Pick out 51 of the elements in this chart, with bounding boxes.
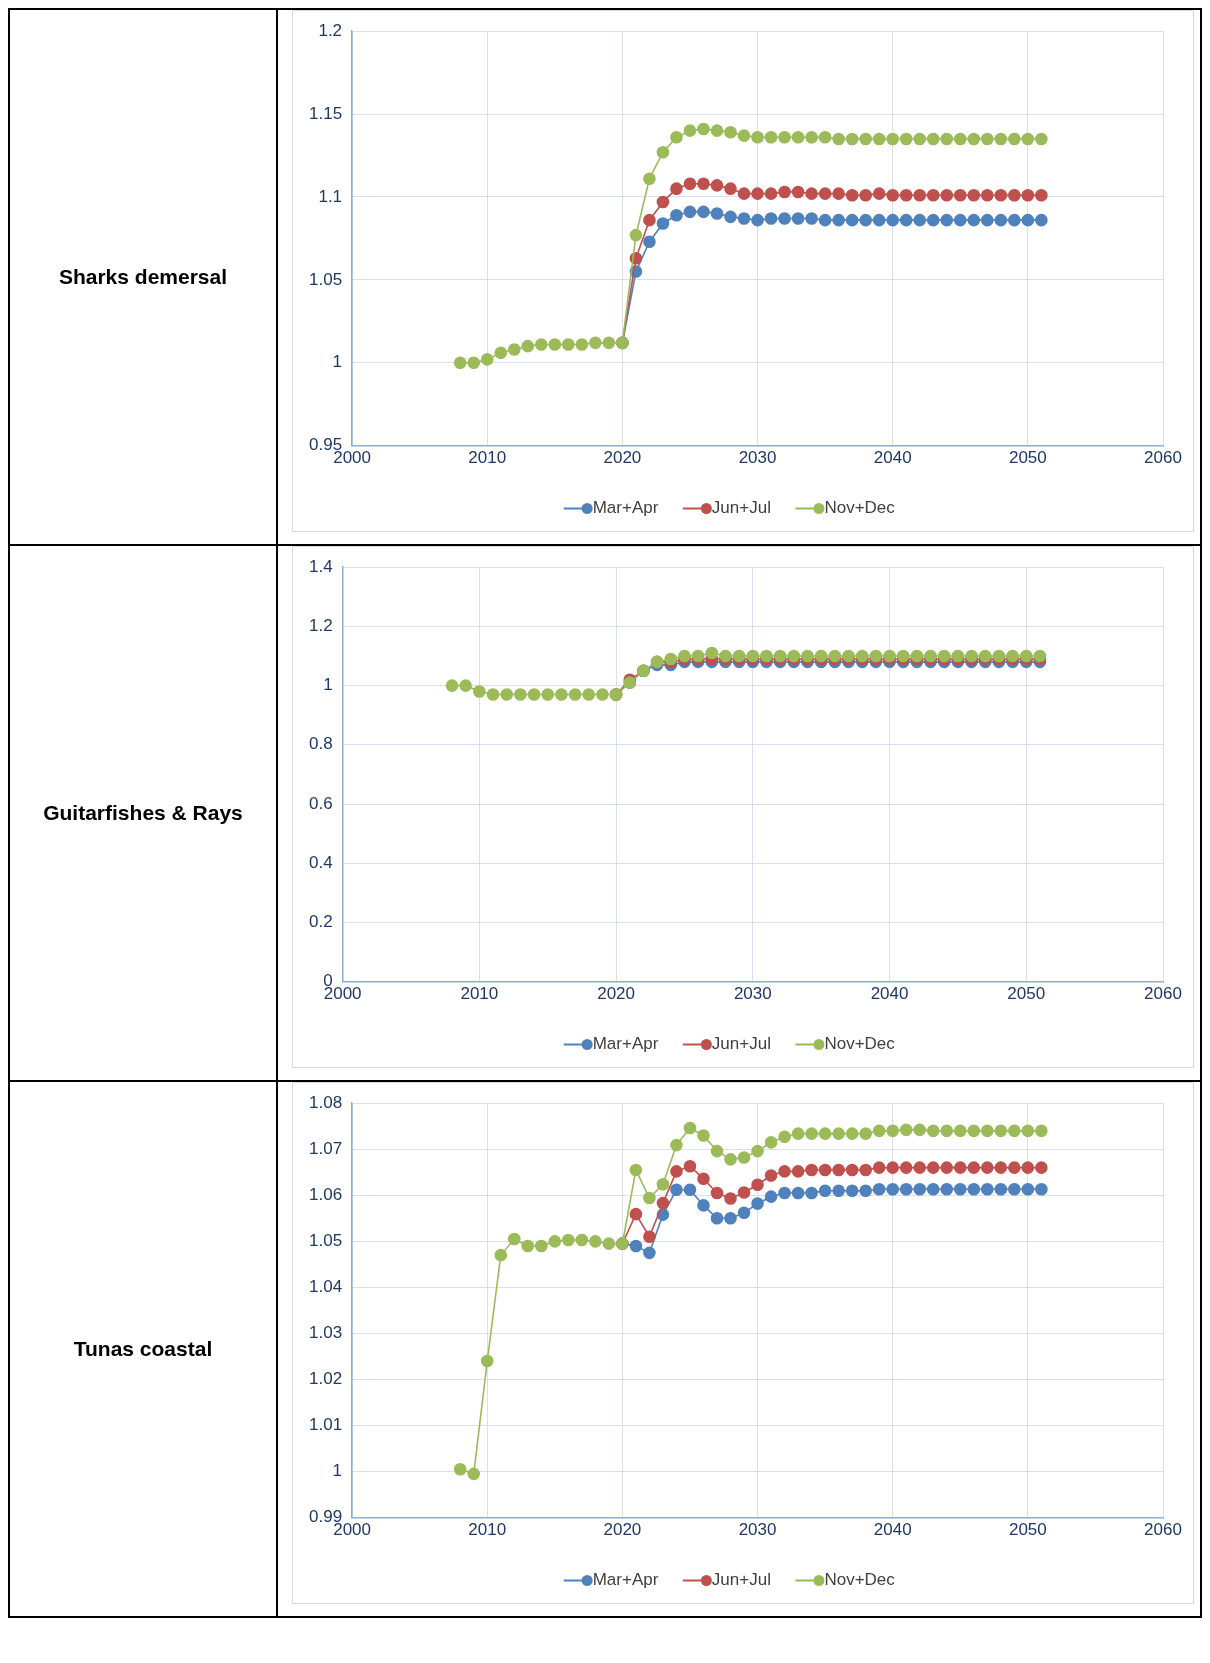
legend-label: Mar+Apr xyxy=(592,1570,659,1590)
y-tick-label: 1.02 xyxy=(308,1369,343,1389)
y-tick-label: 1.4 xyxy=(308,556,333,576)
y-tick-label: 1 xyxy=(332,352,343,372)
y-tick-label: 1.2 xyxy=(318,20,343,40)
x-tick-label: 2030 xyxy=(733,984,772,1004)
x-tick-label: 2050 xyxy=(1007,984,1046,1004)
x-tick-label: 2010 xyxy=(460,984,499,1004)
y-tick-label: 1.2 xyxy=(308,616,333,636)
y-tick-label: 1.07 xyxy=(308,1138,343,1158)
y-tick-label: 1.04 xyxy=(308,1277,343,1297)
y-tick-label: 1.05 xyxy=(308,1231,343,1251)
x-tick-label: 2040 xyxy=(873,448,912,468)
x-tick-label: 2060 xyxy=(1144,1520,1182,1540)
y-tick-label: 1.1 xyxy=(318,186,343,206)
x-tick-label: 2010 xyxy=(468,1520,507,1540)
y-tick-label: 1.01 xyxy=(308,1415,343,1435)
y-tick-label: 1 xyxy=(332,1461,343,1481)
x-tick-label: 2010 xyxy=(468,448,507,468)
text: Tunas coastal xyxy=(9,1081,277,1617)
x-tick-label: 2050 xyxy=(1008,448,1047,468)
x-tick-label: 2030 xyxy=(738,448,777,468)
x-tick-label: 2060 xyxy=(1144,984,1182,1004)
x-tick-label: 2040 xyxy=(873,1520,912,1540)
x-tick-label: 2060 xyxy=(1144,448,1182,468)
x-tick-label: 2020 xyxy=(597,984,635,1004)
y-tick-label: 1 xyxy=(323,675,333,695)
y-tick-label: 0.4 xyxy=(308,852,333,872)
legend-label: Jun+Jul xyxy=(711,1034,771,1054)
y-tick-label: 1.06 xyxy=(308,1184,343,1204)
y-tick-label: 0.6 xyxy=(308,793,333,813)
legend-label: Jun+Jul xyxy=(711,1570,771,1590)
x-tick-label: 2020 xyxy=(603,1520,642,1540)
x-tick-label: 2030 xyxy=(738,1520,777,1540)
text: Sharks demersal xyxy=(9,9,277,545)
y-tick-label: 1.15 xyxy=(308,103,343,123)
y-tick-label: 0.2 xyxy=(308,912,333,932)
y-tick-label: 0.8 xyxy=(308,734,333,754)
x-tick-label: 2040 xyxy=(870,984,909,1004)
text: Guitarfishes & Rays xyxy=(9,545,277,1081)
legend-label: Jun+Jul xyxy=(711,498,771,518)
x-tick-label: 2020 xyxy=(603,448,642,468)
y-tick-label: 1.03 xyxy=(308,1323,343,1343)
legend-label: Mar+Apr xyxy=(592,498,659,518)
legend-label: Nov+Dec xyxy=(824,1570,896,1590)
x-tick-label: 2050 xyxy=(1008,1520,1047,1540)
y-tick-label: 1.05 xyxy=(308,269,343,289)
legend-label: Nov+Dec xyxy=(824,498,896,518)
legend-label: Mar+Apr xyxy=(592,1034,659,1054)
y-tick-label: 1.08 xyxy=(308,1092,343,1112)
legend-label: Nov+Dec xyxy=(824,1034,896,1054)
